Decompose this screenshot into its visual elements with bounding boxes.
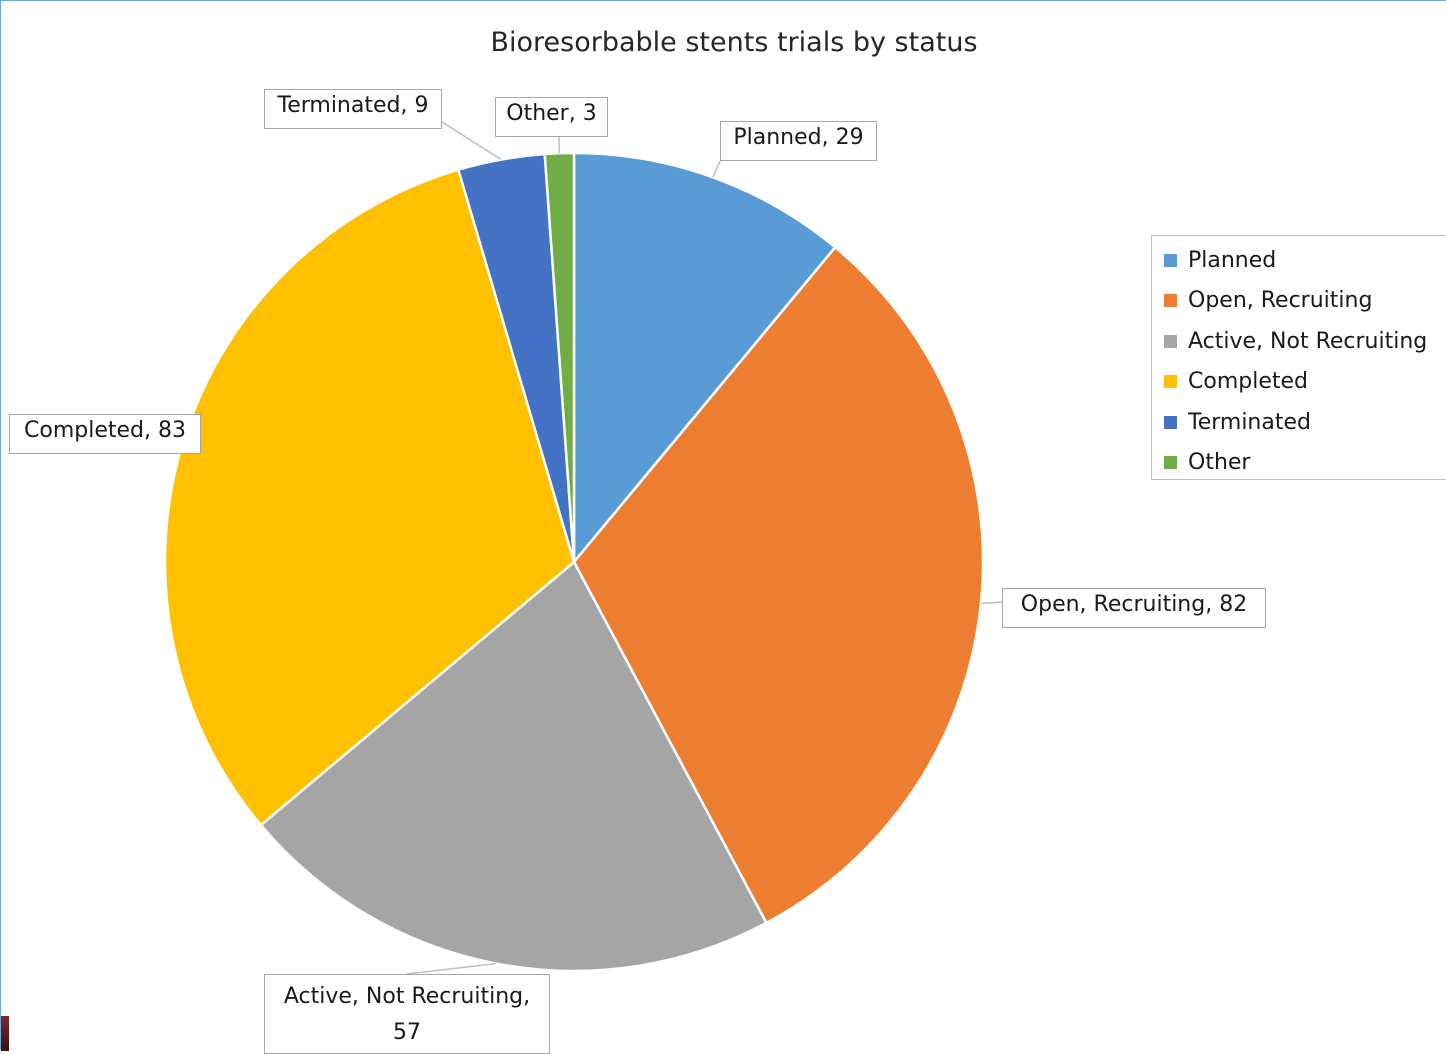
legend-item-active-not-recruiting: Active, Not Recruiting <box>1164 321 1446 362</box>
legend-label-terminated: Terminated <box>1188 410 1311 435</box>
legend-label-open-recruiting: Open, Recruiting <box>1188 288 1372 313</box>
data-label-terminated: Terminated, 9 <box>264 89 442 129</box>
leader-line-active-not-recruiting <box>407 964 496 974</box>
legend-label-completed: Completed <box>1188 369 1308 394</box>
legend-item-completed: Completed <box>1164 362 1446 403</box>
legend-label-planned: Planned <box>1188 248 1276 273</box>
legend-item-open-recruiting: Open, Recruiting <box>1164 281 1446 322</box>
legend-item-terminated: Terminated <box>1164 402 1446 443</box>
legend-item-other: Other <box>1164 443 1446 484</box>
data-label-other: Other, 3 <box>495 97 608 137</box>
legend-item-planned: Planned <box>1164 240 1446 281</box>
legend-swatch-completed <box>1164 375 1177 388</box>
legend-swatch-terminated <box>1164 416 1177 429</box>
data-label-planned: Planned, 29 <box>720 121 877 161</box>
legend: Planned Open, Recruiting Active, Not Recru… <box>1151 235 1446 480</box>
legend-swatch-active-not-recruiting <box>1164 335 1177 348</box>
leader-line-terminated <box>442 122 501 160</box>
data-label-active-not-recruiting: Active, Not Recruiting, 57 <box>264 974 550 1054</box>
legend-swatch-open-recruiting <box>1164 294 1177 307</box>
legend-swatch-planned <box>1164 254 1177 267</box>
leader-line-open-recruiting <box>981 602 1002 603</box>
leader-line-planned <box>713 161 720 177</box>
data-label-completed: Completed, 83 <box>9 414 201 454</box>
legend-label-other: Other <box>1188 450 1250 475</box>
edge-strip <box>1 1016 9 1051</box>
legend-label-active-not-recruiting: Active, Not Recruiting <box>1188 329 1427 354</box>
data-label-open-recruiting: Open, Recruiting, 82 <box>1002 588 1266 628</box>
legend-swatch-other <box>1164 456 1177 469</box>
